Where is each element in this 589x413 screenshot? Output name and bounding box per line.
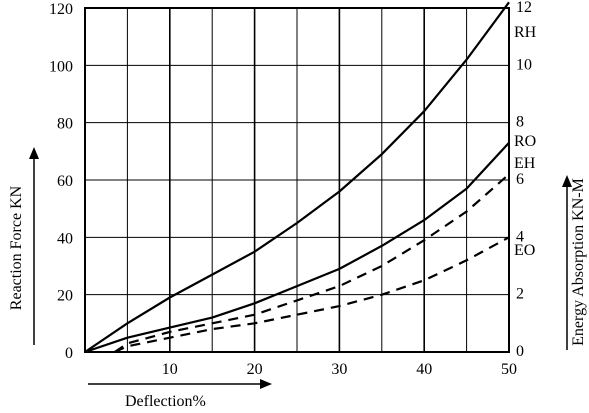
y-left-tick-label: 40 <box>57 230 73 247</box>
y-right-tick-label: 4 <box>516 228 524 245</box>
x-tick-label: 50 <box>501 361 517 378</box>
y-left-tick-label: 20 <box>57 288 73 305</box>
y-left-tick-label: 100 <box>49 58 73 75</box>
series-label-rh: RH <box>514 24 537 41</box>
series-label-eo: EO <box>514 242 535 259</box>
y-right-axis-title: Energy Absorption KN-M <box>570 178 587 346</box>
y-right-arrow-head <box>562 175 572 187</box>
series-label-eh: EH <box>514 155 536 172</box>
y-right-tick-label: 6 <box>516 171 524 188</box>
y-right-tick-label: 10 <box>516 56 532 73</box>
y-left-tick-label: 0 <box>65 345 73 362</box>
x-axis-title: Deflection% <box>125 393 206 410</box>
y-right-tick-label: 2 <box>516 286 524 303</box>
x-arrow-head <box>260 379 272 389</box>
y-left-tick-label: 120 <box>49 1 73 18</box>
y-left-axis-title: Reaction Force KN <box>8 185 25 310</box>
y-right-tick-label: 12 <box>516 0 532 16</box>
x-tick-label: 40 <box>416 361 432 378</box>
y-right-tick-label: 0 <box>516 343 524 360</box>
series-label-ro: RO <box>514 133 536 150</box>
y-left-tick-label: 80 <box>57 116 73 133</box>
gridlines <box>85 8 509 352</box>
y-right-tick-label: 8 <box>516 114 524 131</box>
x-tick-label: 10 <box>162 361 178 378</box>
y-left-tick-label: 60 <box>57 173 73 190</box>
series-line-eo <box>114 236 510 354</box>
y-left-arrow-head <box>29 147 39 159</box>
x-tick-label: 20 <box>247 361 263 378</box>
x-tick-label: 30 <box>331 361 347 378</box>
series-line-ro <box>84 141 510 354</box>
